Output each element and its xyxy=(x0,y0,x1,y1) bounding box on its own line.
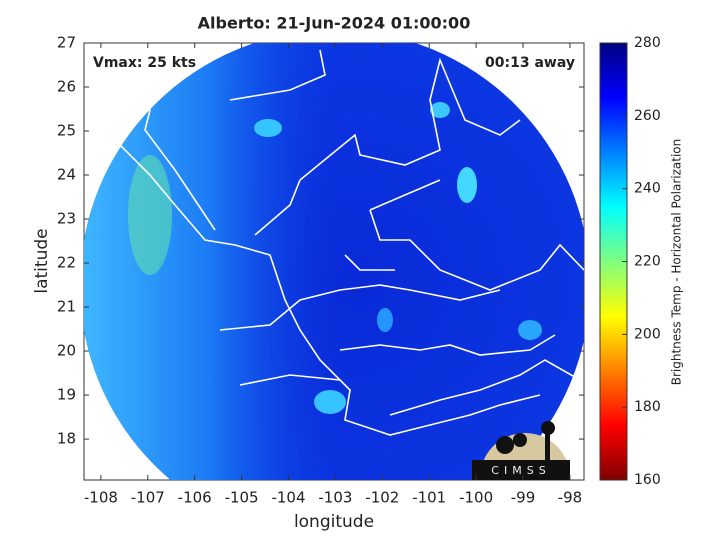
colorbar-label: Brightness Temp - Horizontal Polarizatio… xyxy=(670,139,684,386)
colorbar-tick-label: 160 xyxy=(634,472,661,488)
y-tick-label: 27 xyxy=(57,34,76,52)
annotation: 00:13 away xyxy=(485,55,575,71)
x-tick-label: -101 xyxy=(412,489,446,507)
x-tick-label: -104 xyxy=(271,489,305,507)
logo: CIMSS xyxy=(472,421,570,480)
y-tick-label: 18 xyxy=(57,430,76,448)
x-axis-label: longitude xyxy=(294,512,374,532)
y-tick-label: 20 xyxy=(57,342,76,360)
x-tick-label: -99 xyxy=(511,489,536,507)
x-tick-label: -98 xyxy=(558,489,583,507)
colorbar-tick-label: 280 xyxy=(634,35,661,51)
colorbar-tick-label: 200 xyxy=(634,326,661,342)
x-tick-label: -107 xyxy=(131,489,165,507)
x-tick-label: -102 xyxy=(365,489,399,507)
y-axis-label: latitude xyxy=(32,228,52,293)
y-tick-label: 25 xyxy=(57,122,76,140)
x-tick-label: -108 xyxy=(84,489,118,507)
annotation: Vmax: 25 kts xyxy=(93,55,196,71)
x-tick-label: -100 xyxy=(459,489,493,507)
x-tick-label: -103 xyxy=(318,489,352,507)
colorbar-tick-label: 260 xyxy=(634,108,661,124)
y-tick-label: 24 xyxy=(57,166,76,184)
y-tick-label: 21 xyxy=(57,298,76,316)
y-tick-label: 26 xyxy=(57,78,76,96)
x-tick-label: -105 xyxy=(225,489,259,507)
x-tick-label: -106 xyxy=(178,489,212,507)
chart-title: Alberto: 21-Jun-2024 01:00:00 xyxy=(198,14,471,33)
colorbar-tick-label: 220 xyxy=(634,254,661,270)
logo-text: CIMSS xyxy=(491,464,550,477)
y-tick-label: 22 xyxy=(57,254,76,272)
y-tick-label: 23 xyxy=(57,210,76,228)
map-image xyxy=(84,43,584,480)
colorbar-tick-label: 240 xyxy=(634,181,661,197)
colorbar-tick-label: 180 xyxy=(634,399,661,415)
y-tick-label: 19 xyxy=(57,386,76,404)
